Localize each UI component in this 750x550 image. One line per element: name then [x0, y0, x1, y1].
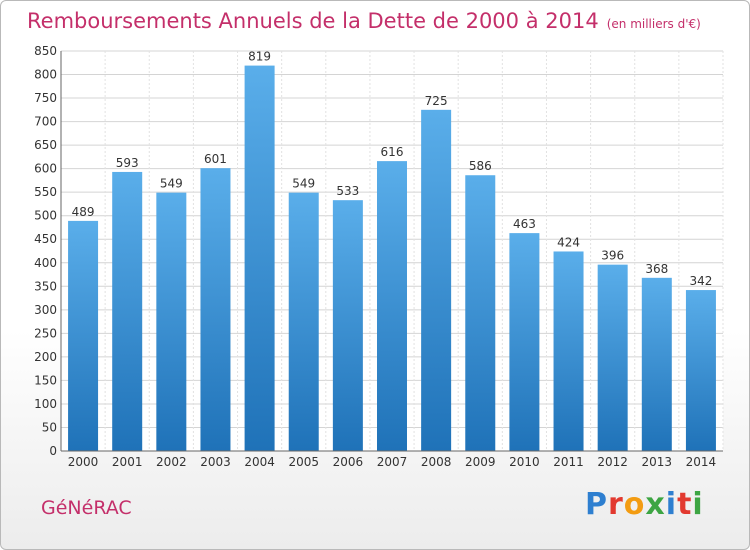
y-tick-label: 500 — [34, 209, 57, 223]
bar-2002 — [156, 192, 187, 451]
x-tick-label-2010: 2010 — [509, 455, 540, 469]
x-tick-label-2003: 2003 — [200, 455, 231, 469]
bar-2013 — [641, 277, 672, 451]
y-tick-label: 250 — [34, 326, 57, 340]
value-label-2006: 533 — [336, 184, 359, 198]
bar-2001 — [112, 171, 143, 452]
y-tick-label: 600 — [34, 162, 57, 176]
bar-2006 — [332, 200, 363, 451]
logo-letter: t — [677, 487, 693, 522]
bar-2011 — [553, 251, 584, 451]
value-label-2001: 593 — [116, 156, 139, 170]
x-tick-label-2014: 2014 — [686, 455, 717, 469]
x-tick-label-2004: 2004 — [244, 455, 275, 469]
bar-2014 — [685, 290, 716, 451]
x-tick-label-2008: 2008 — [421, 455, 452, 469]
value-label-2013: 368 — [645, 262, 668, 276]
value-label-2003: 601 — [204, 152, 227, 166]
y-tick-label: 550 — [34, 185, 57, 199]
value-label-2000: 489 — [72, 205, 95, 219]
value-label-2009: 586 — [469, 159, 492, 173]
value-label-2012: 396 — [601, 249, 624, 263]
y-tick-label: 350 — [34, 279, 57, 293]
y-tick-label: 200 — [34, 350, 57, 364]
bar-2000 — [68, 220, 99, 451]
y-tick-label: 400 — [34, 256, 57, 270]
logo-letter: i — [665, 487, 678, 522]
x-tick-label-2009: 2009 — [465, 455, 496, 469]
x-tick-label-2000: 2000 — [68, 455, 99, 469]
y-tick-label: 750 — [34, 91, 57, 105]
bar-2004 — [244, 65, 275, 452]
value-label-2014: 342 — [689, 274, 712, 288]
bar-2012 — [597, 264, 628, 451]
bar-2009 — [465, 175, 496, 451]
value-label-2010: 463 — [513, 217, 536, 231]
x-tick-label-2006: 2006 — [333, 455, 364, 469]
chart-title-text: Remboursements Annuels de la Dette de 20… — [27, 9, 599, 33]
value-label-2007: 616 — [381, 145, 404, 159]
value-label-2011: 424 — [557, 235, 580, 249]
y-tick-label: 50 — [42, 420, 57, 434]
chart-title: Remboursements Annuels de la Dette de 20… — [27, 9, 701, 33]
proxiti-logo: Proxiti — [585, 487, 704, 522]
value-label-2008: 725 — [425, 94, 448, 108]
logo-letter: x — [645, 487, 666, 522]
x-tick-label-2001: 2001 — [112, 455, 143, 469]
y-tick-label: 0 — [49, 444, 57, 458]
value-label-2004: 819 — [248, 50, 271, 64]
bar-2003 — [200, 168, 231, 452]
y-tick-label: 800 — [34, 68, 57, 82]
bar-2005 — [288, 192, 319, 451]
y-tick-label: 850 — [34, 44, 57, 58]
value-label-2002: 549 — [160, 177, 183, 191]
x-tick-label-2011: 2011 — [553, 455, 584, 469]
logo-letter: r — [608, 487, 624, 522]
bar-2008 — [421, 109, 452, 451]
value-label-2005: 549 — [292, 177, 315, 191]
logo-letter: P — [585, 487, 608, 522]
y-tick-label: 300 — [34, 303, 57, 317]
x-tick-label-2012: 2012 — [597, 455, 628, 469]
y-tick-label: 450 — [34, 232, 57, 246]
chart-unit: (en milliers d'€) — [606, 17, 701, 31]
y-tick-label: 150 — [34, 373, 57, 387]
logo-letter: i — [692, 487, 704, 522]
x-tick-label-2005: 2005 — [288, 455, 319, 469]
logo-letter: o — [623, 487, 646, 522]
bar-2007 — [377, 161, 407, 451]
y-tick-label: 100 — [34, 397, 57, 411]
x-tick-label-2013: 2013 — [642, 455, 673, 469]
x-tick-label-2007: 2007 — [377, 455, 408, 469]
bar-2010 — [509, 233, 540, 451]
commune-name: GéNéRAC — [41, 497, 132, 519]
y-tick-label: 700 — [34, 115, 57, 129]
y-tick-label: 650 — [34, 138, 57, 152]
x-tick-label-2002: 2002 — [156, 455, 187, 469]
